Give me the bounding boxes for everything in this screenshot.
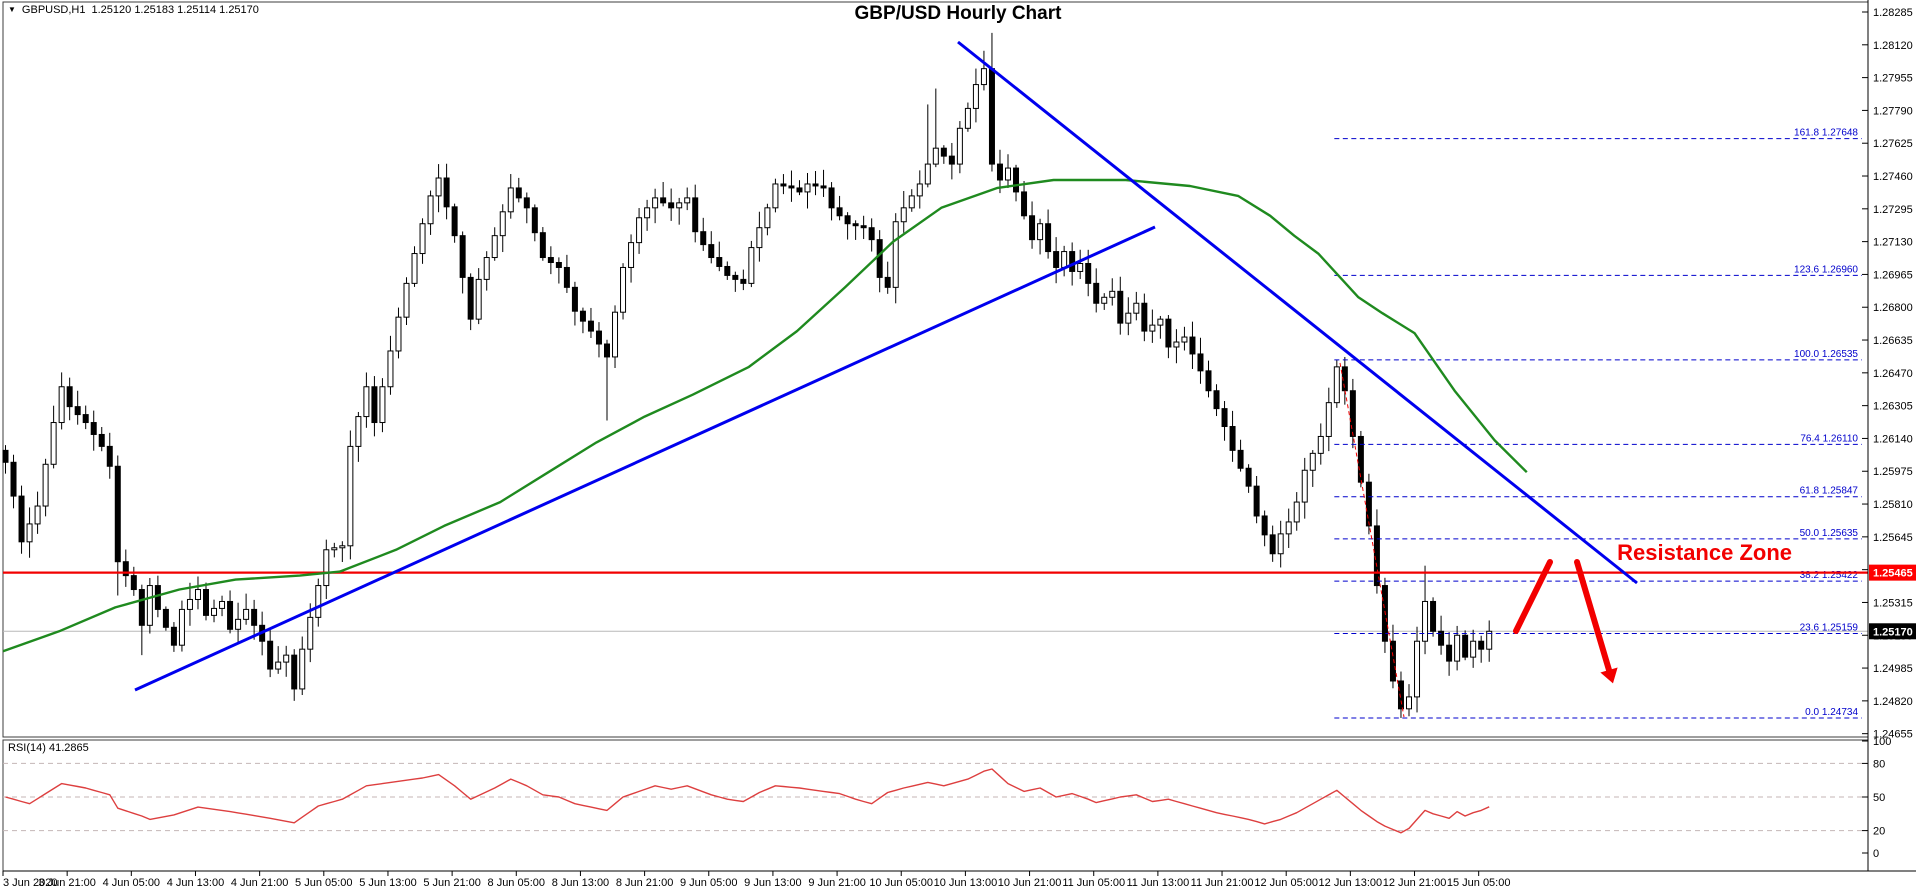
resistance-zone-label[interactable]: Resistance Zone	[1617, 540, 1792, 565]
up-arrow[interactable]	[1513, 559, 1553, 634]
time-tick-label: 11 Jun 21:00	[1191, 877, 1254, 889]
time-tick-label: 3 Jun 2020	[3, 877, 57, 889]
time-tick-label: 11 Jun 05:00	[1062, 877, 1125, 889]
time-tick-label: 4 Jun 13:00	[167, 877, 225, 889]
chart-title: GBP/USD Hourly Chart	[854, 3, 1062, 24]
time-tick-label: 3 Jun 21:00	[38, 877, 96, 889]
rsi-line	[5, 768, 1490, 834]
fib-level-label: 38.2 1.25422	[1800, 570, 1859, 581]
time-tick-label: 12 Jun 21:00	[1383, 877, 1447, 889]
fib-level-label: 161.8 1.27648	[1794, 128, 1858, 139]
price-tick-label: 1.27790	[1873, 105, 1913, 117]
price-tick-label: 1.27625	[1873, 138, 1913, 150]
price-tick-label: 1.27955	[1873, 73, 1913, 85]
price-tick-label: 1.26305	[1873, 401, 1913, 413]
price-tick-label: 1.25645	[1873, 532, 1913, 544]
time-tick-label: 15 Jun 05:00	[1447, 877, 1511, 889]
price-tick-label: 1.26140	[1873, 433, 1913, 445]
rsi-indicator-label: RSI(14) 41.2865	[8, 742, 89, 754]
price-tick-label: 1.28120	[1873, 40, 1913, 52]
symbol-marker-icon[interactable]: ▼	[8, 5, 16, 14]
price-tick-label: 1.26470	[1873, 368, 1913, 380]
price-tick-label: 1.25975	[1873, 466, 1913, 478]
time-tick-label: 5 Jun 05:00	[295, 877, 353, 889]
fib-level-label: 50.0 1.25635	[1800, 528, 1859, 539]
fib-diagonal-line[interactable]	[1339, 362, 1405, 718]
rsi-scale-label: 0	[1873, 848, 1879, 860]
price-tick-label: 1.24985	[1873, 663, 1913, 675]
price-tick-label: 1.25810	[1873, 499, 1913, 511]
time-tick-label: 4 Jun 21:00	[231, 877, 289, 889]
time-tick-label: 9 Jun 21:00	[808, 877, 866, 889]
fib-retracement[interactable]: 161.8 1.27648 123.6 1.26960 100.0 1.26535 7…	[1334, 128, 1862, 719]
moving-average-line[interactable]	[2, 178, 1528, 653]
time-tick-label: 5 Jun 21:00	[423, 877, 481, 889]
time-tick-label: 10 Jun 05:00	[869, 877, 933, 889]
svg-text:1.25465: 1.25465	[1873, 568, 1913, 580]
symbol-label: GBPUSD,H1	[21, 4, 86, 16]
price-tick-label: 1.27295	[1873, 204, 1913, 216]
time-tick-label: 12 Jun 05:00	[1254, 877, 1318, 889]
price-tick-label: 1.26635	[1873, 335, 1913, 347]
descending-trendline[interactable]	[957, 40, 1638, 585]
time-tick-label: 8 Jun 13:00	[552, 877, 610, 889]
fib-level-label: 123.6 1.26960	[1794, 264, 1858, 275]
rsi-panel[interactable]: 100 80 50 20 0	[3, 736, 1891, 860]
time-tick-label: 9 Jun 05:00	[680, 877, 738, 889]
time-tick-label: 4 Jun 05:00	[103, 877, 161, 889]
fib-level-label: 0.0 1.24734	[1805, 707, 1858, 718]
price-tick-label: 1.25315	[1873, 597, 1913, 609]
price-tick-label: 1.24655	[1873, 729, 1913, 741]
time-tick-label: 5 Jun 13:00	[359, 877, 417, 889]
price-tick-label: 1.27460	[1873, 171, 1913, 183]
time-tick-label: 10 Jun 21:00	[998, 877, 1062, 889]
fib-level-label: 100.0 1.26535	[1794, 349, 1858, 360]
rsi-scale-label: 80	[1873, 758, 1885, 770]
candlestick-series	[2, 32, 1493, 718]
price-tick-label: 1.27130	[1873, 237, 1913, 249]
svg-text:1.25170: 1.25170	[1873, 626, 1913, 638]
time-tick-label: 8 Jun 21:00	[616, 877, 674, 889]
ohlc-readout: 1.25120 1.25183 1.25114 1.25170	[91, 4, 259, 16]
rsi-scale-label: 100	[1873, 736, 1891, 748]
time-tick-label: 12 Jun 13:00	[1319, 877, 1383, 889]
current-price-badge: 1.25170	[1869, 623, 1916, 640]
price-tick-label: 1.26800	[1873, 302, 1913, 314]
time-tick-label: 10 Jun 13:00	[934, 877, 998, 889]
fib-level-label: 23.6 1.25159	[1800, 622, 1859, 633]
fib-level-label: 61.8 1.25847	[1800, 486, 1859, 497]
resistance-price-badge: 1.25465	[1869, 564, 1916, 581]
down-arrow[interactable]	[1574, 559, 1618, 684]
fib-level-label: 76.4 1.26110	[1800, 433, 1858, 444]
price-tick-label: 1.24820	[1873, 696, 1913, 708]
ascending-trendline[interactable]	[134, 225, 1156, 692]
price-tick-label: 1.28285	[1873, 7, 1913, 19]
time-tick-label: 11 Jun 13:00	[1126, 877, 1189, 889]
symbol-info: ▼ GBPUSD,H1 1.25120 1.25183 1.25114 1.25…	[8, 4, 259, 16]
time-tick-label: 9 Jun 13:00	[744, 877, 802, 889]
price-tick-label: 1.26965	[1873, 269, 1913, 281]
rsi-scale-label: 20	[1873, 826, 1885, 838]
rsi-scale-label: 50	[1873, 792, 1885, 804]
time-tick-label: 8 Jun 05:00	[488, 877, 546, 889]
